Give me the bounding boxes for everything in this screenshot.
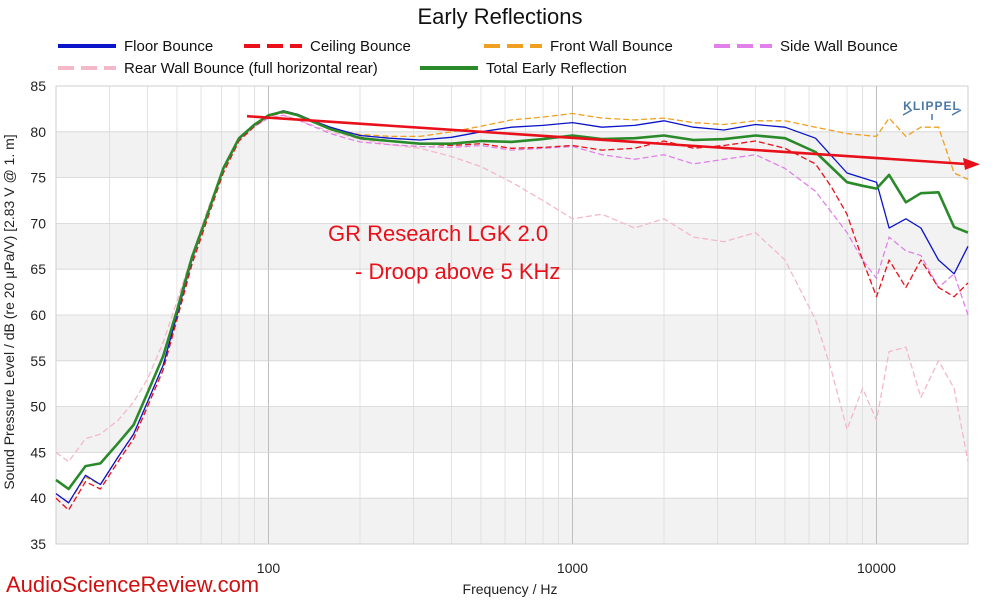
plot-band [56, 223, 968, 270]
y-tick-label: 80 [30, 124, 46, 140]
series-line-0 [55, 110, 969, 504]
y-axis-label: Sound Pressure Level / dB (re 20 µPa/V) … [1, 134, 17, 489]
legend-label-0: Floor Bounce [124, 38, 213, 55]
plot-band [56, 406, 968, 453]
y-tick-label: 40 [30, 490, 46, 506]
y-tick-label: 60 [30, 307, 46, 323]
x-tick-label: 100 [257, 560, 281, 576]
annotation-droop: - Droop above 5 KHz [355, 259, 560, 284]
plot-band [56, 315, 968, 361]
trend-line [246, 114, 965, 166]
chart-title: Early Reflections [417, 4, 582, 29]
series-line-4 [55, 114, 969, 463]
legend-label-3: Side Wall Bounce [780, 38, 898, 55]
klippel-logo-mark [902, 109, 962, 120]
series-line-5 [55, 110, 969, 491]
trend-layer [246, 114, 980, 170]
y-tick-label: 55 [30, 353, 46, 369]
plot-series [55, 110, 969, 511]
legend: Floor Bounce Ceiling Bounce Front Wall Bou… [58, 38, 898, 77]
legend-label-1: Ceiling Bounce [310, 38, 411, 55]
y-tick-label: 70 [30, 215, 46, 231]
series-line-1 [55, 111, 969, 511]
series-line-2 [55, 110, 969, 504]
watermark: AudioScienceReview.com [6, 572, 259, 597]
y-tick-label: 85 [30, 78, 46, 94]
y-tick-label: 75 [30, 170, 46, 186]
series-line-3 [55, 114, 969, 504]
legend-label-4: Rear Wall Bounce (full horizontal rear) [124, 60, 378, 77]
legend-label-2: Front Wall Bounce [550, 38, 673, 55]
plot-grid [55, 85, 969, 545]
y-tick-label: 50 [30, 399, 46, 415]
annotation-model: GR Research LGK 2.0 [328, 221, 548, 246]
y-tick-label: 65 [30, 261, 46, 277]
legend-label-5: Total Early Reflection [486, 60, 627, 77]
axis-ticks: 35 40 45 50 55 60 65 70 75 80 85 100 1000 10000 [30, 78, 896, 576]
x-tick-label: 1000 [557, 560, 588, 576]
plot-band [56, 498, 968, 544]
x-axis-label: Frequency / Hz [463, 581, 558, 597]
trend-arrow-head [963, 157, 980, 170]
klippel-logo: KLIPPEL [902, 99, 962, 120]
x-tick-label: 10000 [857, 560, 896, 576]
y-tick-label: 35 [30, 536, 46, 552]
klippel-logo-text: KLIPPEL [903, 99, 961, 113]
y-tick-label: 45 [30, 444, 46, 460]
